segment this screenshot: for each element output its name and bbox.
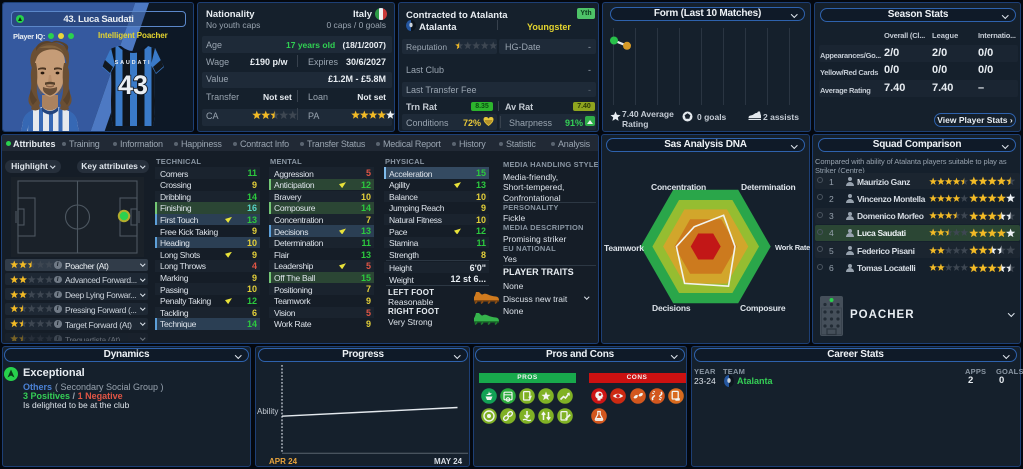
svg-text:43: 43 xyxy=(118,70,148,100)
svg-text:SAUDATI: SAUDATI xyxy=(115,60,152,66)
